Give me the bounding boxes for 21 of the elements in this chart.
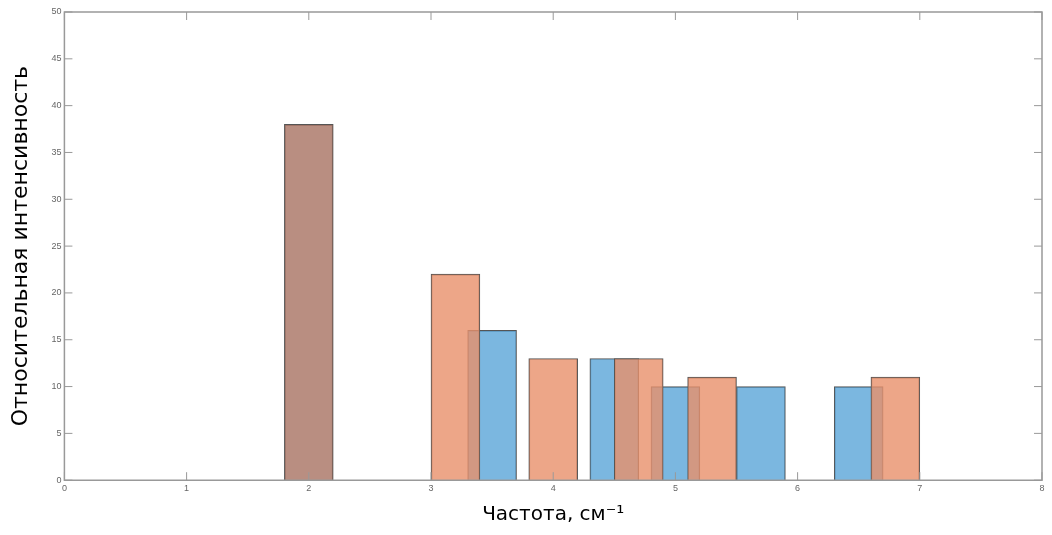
x-tick-label: 6 <box>795 483 801 494</box>
y-tick-label: 0 <box>56 474 62 485</box>
x-axis-title: Частота, см⁻¹ <box>482 501 625 526</box>
x-tick-label: 4 <box>550 483 556 494</box>
y-tick-label: 20 <box>51 287 62 298</box>
x-tick-label: 3 <box>428 483 434 494</box>
y-tick-label: 10 <box>51 381 62 392</box>
y-tick-label: 40 <box>51 100 62 111</box>
x-tick-label: 7 <box>917 483 923 494</box>
y-tick-label: 35 <box>51 146 62 157</box>
x-tick-label: 2 <box>306 483 312 494</box>
y-tick-label: 45 <box>51 53 62 64</box>
y-tick-label: 25 <box>51 240 62 251</box>
x-tick-label: 5 <box>672 483 678 494</box>
y-tick-label: 5 <box>56 427 62 438</box>
y-tick-label: 50 <box>51 6 62 17</box>
x-tick-label: 8 <box>1039 483 1045 494</box>
x-tick-label: 1 <box>184 483 190 494</box>
y-tick-label: 15 <box>51 334 62 345</box>
y-tick-label: 30 <box>51 193 62 204</box>
y-axis-title: Относительная интенсивность <box>6 65 32 427</box>
